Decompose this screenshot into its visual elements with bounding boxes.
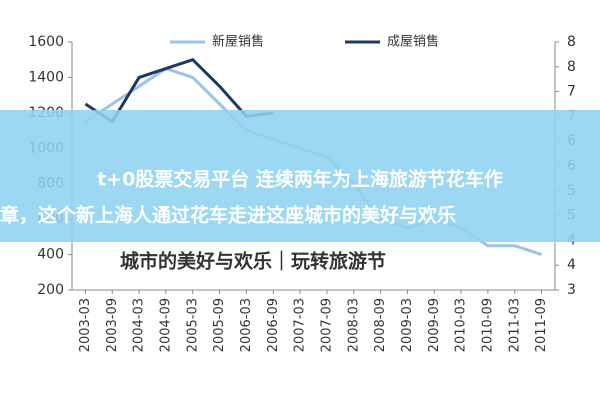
x-tick-label: 2007-03 <box>293 298 308 352</box>
x-tick-label: 2003-03 <box>78 298 93 352</box>
x-tick-label: 2008-03 <box>346 298 361 352</box>
y2-tick-label: 8 <box>567 59 576 75</box>
x-tick-label: 2005-03 <box>185 298 200 352</box>
y2-tick-label: 4 <box>567 257 576 273</box>
overlay-band <box>0 110 600 242</box>
x-tick-label: 2006-09 <box>266 298 281 352</box>
overlay-text: 章，这个新上海人通过花车走进这座城市的美好与欢乐 <box>0 204 456 227</box>
x-tick-label: 2009-03 <box>400 298 415 352</box>
overlay-text: t+0股票交易平台 连续两年为上海旅游节花车作 <box>97 168 503 191</box>
x-tick-label: 2004-09 <box>158 298 173 352</box>
y-tick-label: 200 <box>37 282 64 298</box>
x-tick-label: 2007-09 <box>319 298 334 352</box>
y-tick-label: 1400 <box>28 69 64 85</box>
x-tick-label: 2009-09 <box>427 298 442 352</box>
x-tick-label: 2010-03 <box>454 298 469 352</box>
x-tick-label: 2008-09 <box>373 298 388 352</box>
x-tick-label: 2011-03 <box>507 298 522 352</box>
x-tick-label: 2011-09 <box>534 298 549 352</box>
y2-tick-label: 8 <box>567 34 576 50</box>
x-tick-label: 2003-09 <box>105 298 120 352</box>
x-tick-label: 2006-03 <box>239 298 254 352</box>
y2-tick-label: 7 <box>567 84 576 100</box>
overlay-text: 城市的美好与欢乐｜玩转旅游节 <box>120 250 386 273</box>
y-tick-label: 1600 <box>28 34 64 50</box>
legend-label: 成屋销售 <box>387 34 439 50</box>
x-tick-label: 2004-03 <box>132 298 147 352</box>
y-tick-label: 400 <box>37 247 64 263</box>
x-tick-label: 2005-09 <box>212 298 227 352</box>
y2-tick-label: 3 <box>567 282 576 298</box>
x-tick-label: 2010-09 <box>480 298 495 352</box>
legend-label: 新屋销售 <box>212 34 264 50</box>
